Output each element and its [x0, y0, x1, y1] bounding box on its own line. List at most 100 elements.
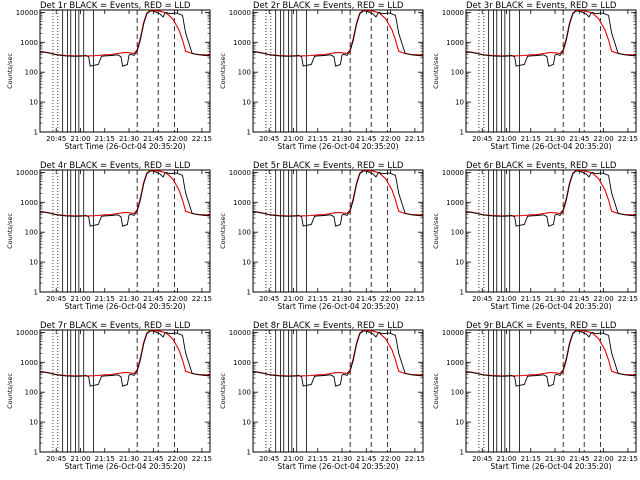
x-axis-label: Start Time (26-Oct-04 20:35:20) — [64, 142, 185, 151]
x-tick-label: 21:00 — [70, 295, 90, 303]
y-tick-label: 10 — [455, 99, 464, 107]
y-tick-label: 1 — [247, 289, 251, 297]
x-tick-label: 22:00 — [594, 295, 614, 303]
y-tick-label: 10000 — [229, 9, 251, 17]
x-tick-label: 21:45 — [143, 135, 163, 143]
x-tick-label: 22:00 — [594, 135, 614, 143]
x-tick-label: 21:15 — [521, 135, 541, 143]
y-tick-label: 100 — [451, 229, 464, 237]
lld-line — [253, 330, 423, 377]
y-tick-label: 1000 — [233, 39, 251, 47]
panel-7: Det 7r BLACK = Events, RED = LLD 20:45 21:… — [6, 321, 212, 471]
x-tick-label: 21:00 — [70, 135, 90, 143]
y-tick-label: 1 — [34, 129, 38, 137]
x-tick-label: 21:30 — [119, 135, 139, 143]
y-tick-label: 10000 — [16, 9, 38, 17]
y-tick-label: 10000 — [442, 329, 464, 337]
x-tick-label: 21:00 — [496, 455, 516, 463]
lld-line — [466, 10, 636, 57]
x-tick-label: 21:15 — [95, 295, 115, 303]
x-tick-label: 22:00 — [594, 455, 614, 463]
y-tick-label: 10 — [455, 259, 464, 267]
y-axis-label: Counts/sec — [6, 373, 14, 409]
events-line — [466, 330, 636, 387]
y-tick-label: 1 — [247, 449, 251, 457]
lld-line — [40, 10, 210, 57]
x-tick-label: 21:45 — [356, 295, 376, 303]
x-tick-label: 21:30 — [545, 295, 565, 303]
y-tick-label: 100 — [25, 389, 38, 397]
y-axis-label: Counts/sec — [6, 213, 14, 249]
plot-frame — [465, 9, 637, 133]
x-tick-label: 21:00 — [496, 295, 516, 303]
plot-frame — [39, 329, 211, 453]
x-axis-label: Start Time (26-Oct-04 20:35:20) — [490, 302, 611, 311]
x-tick-label: 21:30 — [119, 295, 139, 303]
plot-frame — [39, 9, 211, 133]
y-tick-label: 100 — [238, 229, 251, 237]
events-line — [466, 10, 636, 67]
panel-4: Det 4r BLACK = Events, RED = LLD 20:45 21:… — [6, 161, 212, 311]
panel-title: Det 1r BLACK = Events, RED = LLD — [40, 1, 191, 11]
events-line — [40, 170, 210, 227]
plot-frame — [465, 169, 637, 293]
x-tick-label: 21:15 — [95, 135, 115, 143]
y-tick-label: 100 — [25, 69, 38, 77]
x-tick-label: 21:45 — [569, 455, 589, 463]
y-axis-label: Counts/sec — [219, 53, 227, 89]
x-tick-label: 21:30 — [119, 455, 139, 463]
y-tick-label: 10 — [455, 419, 464, 427]
events-line — [466, 170, 636, 227]
x-tick-label: 21:00 — [283, 295, 303, 303]
x-tick-label: 21:45 — [569, 135, 589, 143]
plot-frame — [252, 169, 424, 293]
events-line — [40, 10, 210, 67]
x-tick-label: 22:15 — [192, 295, 212, 303]
y-tick-label: 10000 — [229, 169, 251, 177]
x-tick-label: 21:30 — [332, 455, 352, 463]
x-axis-label: Start Time (26-Oct-04 20:35:20) — [277, 462, 398, 471]
x-tick-label: 20:45 — [46, 135, 66, 143]
x-tick-label: 22:00 — [381, 135, 401, 143]
plot-frame — [252, 329, 424, 453]
lld-line — [466, 170, 636, 217]
x-tick-label: 20:45 — [259, 295, 279, 303]
y-tick-label: 1 — [34, 449, 38, 457]
panel-title: Det 7r BLACK = Events, RED = LLD — [40, 321, 191, 331]
lld-line — [40, 170, 210, 217]
y-tick-label: 10000 — [229, 329, 251, 337]
y-tick-label: 1000 — [446, 199, 464, 207]
y-tick-label: 1000 — [20, 199, 38, 207]
panel-title: Det 3r BLACK = Events, RED = LLD — [466, 1, 617, 11]
x-tick-label: 21:45 — [143, 455, 163, 463]
x-tick-label: 21:30 — [332, 135, 352, 143]
y-tick-label: 1 — [460, 289, 464, 297]
x-tick-label: 21:45 — [143, 295, 163, 303]
y-axis-label: Counts/sec — [432, 373, 440, 409]
events-line — [40, 330, 210, 387]
x-tick-label: 22:15 — [405, 295, 425, 303]
panel-title: Det 9r BLACK = Events, RED = LLD — [466, 321, 617, 331]
y-tick-label: 1000 — [233, 359, 251, 367]
events-line — [253, 10, 423, 67]
x-tick-label: 21:00 — [283, 135, 303, 143]
x-axis-label: Start Time (26-Oct-04 20:35:20) — [490, 462, 611, 471]
y-tick-label: 10 — [29, 259, 38, 267]
x-tick-label: 22:15 — [405, 455, 425, 463]
y-axis-label: Counts/sec — [432, 213, 440, 249]
x-tick-label: 21:45 — [356, 455, 376, 463]
y-axis-label: Counts/sec — [219, 373, 227, 409]
panel-9: Det 9r BLACK = Events, RED = LLD 20:45 21:… — [432, 321, 638, 471]
x-tick-label: 20:45 — [472, 135, 492, 143]
y-axis-label: Counts/sec — [432, 53, 440, 89]
y-tick-label: 100 — [25, 229, 38, 237]
plot-frame — [465, 329, 637, 453]
x-tick-label: 21:15 — [308, 295, 328, 303]
x-tick-label: 21:15 — [521, 455, 541, 463]
lld-line — [466, 330, 636, 377]
x-tick-label: 22:15 — [618, 295, 638, 303]
x-axis-label: Start Time (26-Oct-04 20:35:20) — [64, 462, 185, 471]
panel-title: Det 6r BLACK = Events, RED = LLD — [466, 161, 617, 171]
